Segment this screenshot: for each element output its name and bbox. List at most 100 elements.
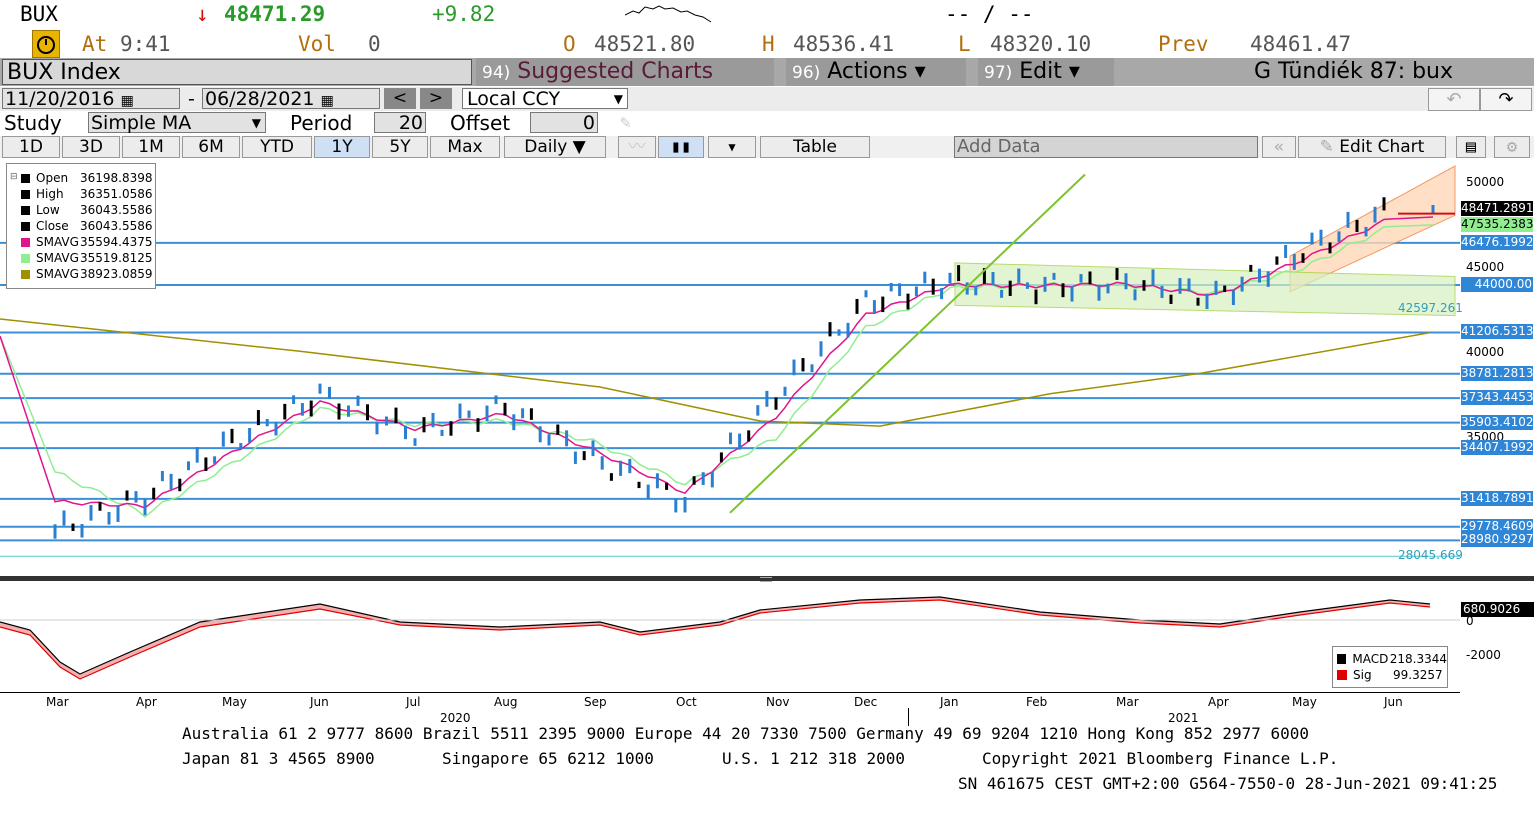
calendar-icon[interactable]: ▦ [320, 93, 334, 109]
month-label: Apr [136, 695, 157, 709]
undo-button[interactable]: ↶ [1428, 88, 1480, 111]
prev-range-button[interactable]: < [384, 88, 416, 109]
candle-chart-icon[interactable]: ▮▮ [658, 136, 704, 158]
pencil-icon[interactable]: ✎ [620, 112, 631, 133]
collapse-icon[interactable]: « [1262, 136, 1296, 158]
period-button-1d[interactable]: 1D [2, 136, 60, 158]
period-button-3d[interactable]: 3D [62, 136, 120, 158]
price-candle [665, 482, 669, 490]
level-label: 38781.2813 [1461, 365, 1534, 381]
gear-icon[interactable]: ⚙ [1494, 136, 1530, 158]
legend-row: SMAVG 35519.8125 [21, 250, 155, 266]
month-label: Feb [1026, 695, 1048, 709]
price-candle [1275, 256, 1279, 265]
redo-button[interactable]: ↷ [1480, 88, 1532, 111]
edit-menu[interactable]: 97) Edit ▾ [978, 58, 1114, 86]
start-date: 11/20/2016 [5, 88, 115, 110]
chart-settings-icon[interactable]: ▤ [1456, 136, 1486, 158]
price-chart[interactable] [0, 158, 1460, 578]
month-label: Dec [854, 695, 878, 709]
legend-row: High 36351.0586 [21, 186, 155, 202]
month-label: May [222, 695, 247, 709]
prev-label: Prev [1158, 32, 1209, 56]
price-candle [719, 452, 723, 463]
price-candle [756, 405, 760, 416]
price-candle [221, 431, 225, 447]
period-button-1y[interactable]: 1Y [314, 136, 370, 158]
add-data-input[interactable]: Add Data [954, 136, 1258, 158]
end-date-field[interactable]: 06/28/2021 ▦ [202, 88, 380, 110]
study-select[interactable]: Simple MA ▼ [88, 112, 266, 134]
collapse-legend-icon[interactable]: ⊟ [10, 172, 18, 182]
legend-value: 35519.8125 [80, 251, 153, 265]
legend-row: Open 36198.8398 [21, 170, 155, 186]
price-candle [485, 405, 489, 422]
line-chart-icon[interactable]: 〰 [618, 136, 656, 158]
price-candle [256, 410, 260, 426]
next-range-button[interactable]: > [420, 88, 452, 109]
calendar-icon[interactable]: ▦ [120, 93, 134, 109]
macd-legend: MACD 218.3344 Sig 99.3257 [1332, 646, 1448, 688]
period-input[interactable]: 20 [374, 112, 426, 134]
legend-row: SMAVG 38923.0859 [21, 266, 155, 282]
gauge-icon[interactable] [32, 30, 60, 58]
price-candle [512, 414, 516, 431]
price-candle [965, 282, 969, 295]
frequency-select[interactable]: Daily ▼ [504, 136, 606, 158]
panel-divider[interactable] [0, 576, 1534, 581]
price-candle [774, 397, 778, 410]
price-candle [1115, 268, 1119, 280]
edit-chart-button[interactable]: ✎ Edit Chart [1298, 136, 1446, 158]
price-candle [646, 484, 650, 500]
macd-legend-row: MACD 218.3344 [1337, 651, 1447, 667]
legend-value: 99.3257 [1393, 668, 1443, 682]
actions-menu[interactable]: 96) Actions ▾ [786, 58, 966, 86]
month-label: Jun [1384, 695, 1403, 709]
price-candle [855, 298, 859, 314]
currency-select[interactable]: Local CCY ▼ [462, 88, 628, 110]
price-candle [683, 496, 687, 513]
period-button-6m[interactable]: 6M [182, 136, 240, 158]
price-candle [347, 405, 350, 417]
study-label: Study [4, 111, 62, 135]
price-tag: 48471.2891 [1461, 200, 1534, 216]
security-field[interactable]: BUX Index [2, 59, 472, 85]
period-button-1m[interactable]: 1M [122, 136, 180, 158]
table-button[interactable]: Table [760, 136, 870, 158]
drag-handle-icon[interactable] [760, 577, 772, 582]
month-label: Jul [406, 695, 421, 709]
price-candle [494, 395, 498, 405]
legend-swatch [21, 269, 30, 279]
price-candle [872, 300, 876, 314]
end-date: 06/28/2021 [205, 88, 315, 110]
net-change: +9.82 [432, 2, 496, 26]
price-candle [529, 408, 533, 420]
macd-axis-zero: 0 [1466, 614, 1474, 628]
legend-value: 218.3344 [1389, 652, 1447, 666]
offset-input[interactable]: 0 [530, 112, 598, 134]
legend-value: 36043.5586 [80, 219, 153, 233]
period-button-5y[interactable]: 5Y [372, 136, 428, 158]
start-date-field[interactable]: 11/20/2016 ▦ [2, 88, 180, 110]
chart-type-dropdown[interactable]: ▼ [708, 136, 756, 158]
price-candle [1133, 289, 1137, 301]
price-candle [265, 418, 269, 427]
month-label: Nov [766, 695, 790, 709]
price-candle [1000, 289, 1004, 298]
price-candle [134, 491, 138, 503]
period-button-ytd[interactable]: YTD [242, 136, 312, 158]
price-candle [440, 429, 444, 436]
macd-chart[interactable] [0, 582, 1460, 692]
month-label: May [1292, 695, 1317, 709]
price-candle [178, 478, 182, 492]
period-button-max[interactable]: Max [430, 136, 500, 158]
quote-time: 9:41 [120, 32, 171, 56]
legend-label: SMAVG [36, 267, 79, 281]
page-title: G Tündiék 87: bux [1254, 59, 1454, 84]
price-candle [591, 440, 595, 457]
price-candle [600, 456, 604, 470]
month-label: Jan [940, 695, 959, 709]
price-candle [1097, 284, 1101, 301]
suggested-charts-tab[interactable]: 94) Suggested Charts [476, 58, 774, 86]
legend-value: 36198.8398 [80, 171, 153, 185]
